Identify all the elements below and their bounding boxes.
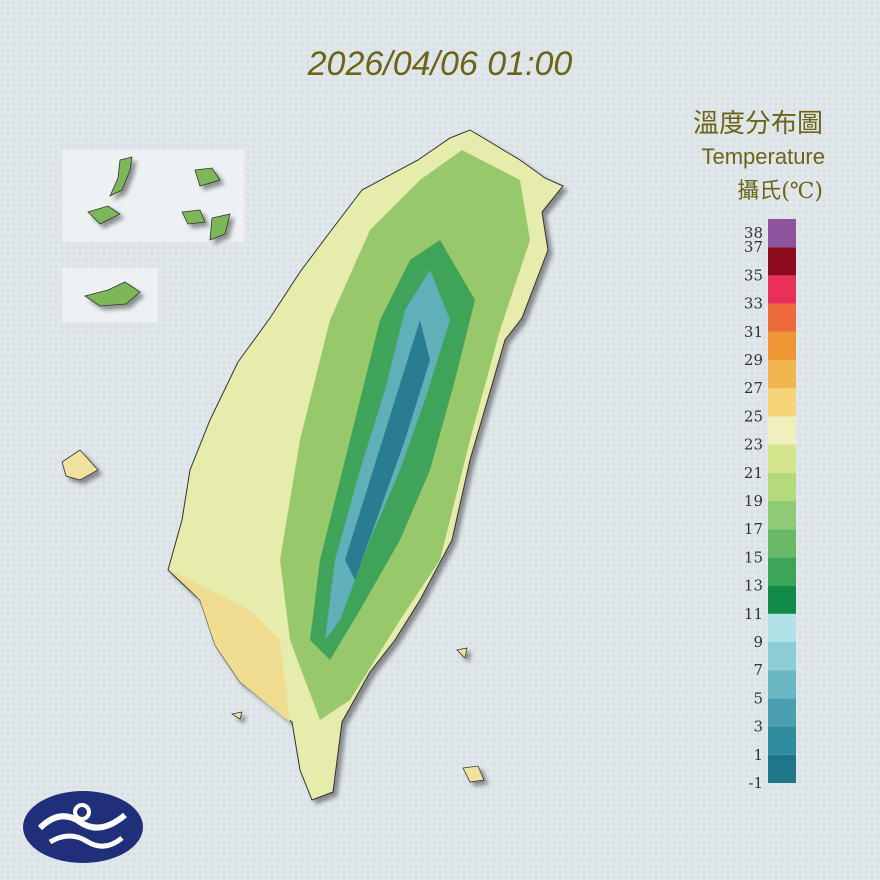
color-band xyxy=(768,642,796,671)
legend-subtitle: Temperature xyxy=(701,144,825,169)
tick-label: 23 xyxy=(744,436,763,454)
tick-label: 5 xyxy=(753,689,763,707)
color-band xyxy=(768,388,796,417)
tick-label: 19 xyxy=(744,492,763,510)
tick-label: 13 xyxy=(744,577,763,595)
color-band xyxy=(768,585,796,614)
legend-title: 溫度分布圖 xyxy=(693,109,823,139)
color-band xyxy=(768,331,796,360)
color-band xyxy=(768,275,796,304)
color-band xyxy=(768,754,796,783)
islands xyxy=(61,156,485,783)
tick-label: 7 xyxy=(753,661,763,679)
tick-label: 35 xyxy=(744,266,763,284)
tick-label: 27 xyxy=(744,379,763,397)
tick-label: 38 xyxy=(744,224,763,242)
color-band xyxy=(768,501,796,530)
tick-label: 31 xyxy=(744,323,763,341)
color-band xyxy=(768,726,796,755)
tick-label: 11 xyxy=(744,605,763,623)
color-band xyxy=(768,360,796,389)
tick-label: 33 xyxy=(744,295,763,313)
color-band xyxy=(768,416,796,445)
color-band xyxy=(768,557,796,586)
logo xyxy=(23,791,143,863)
tick-label: 15 xyxy=(744,548,763,566)
tick-label: 3 xyxy=(753,718,763,736)
tick-label: 21 xyxy=(744,464,763,482)
color-band xyxy=(768,247,796,276)
tick-label: 29 xyxy=(744,351,763,369)
tick-label: 17 xyxy=(744,520,763,538)
color-band xyxy=(768,472,796,501)
legend-unit: 攝氏(℃) xyxy=(737,179,823,204)
color-band xyxy=(768,303,796,332)
tick-label: -1 xyxy=(748,774,763,792)
color-band xyxy=(768,444,796,473)
tick-label: 25 xyxy=(744,407,763,425)
tick-label: 1 xyxy=(753,746,763,764)
color-band xyxy=(768,670,796,699)
timestamp: 2026/04/06 01:00 xyxy=(307,45,573,83)
color-band xyxy=(768,529,796,558)
color-band xyxy=(768,219,796,248)
color-band xyxy=(768,698,796,727)
color-band xyxy=(768,613,796,642)
tick-label: 37 xyxy=(744,238,763,256)
taiwan xyxy=(167,129,564,801)
tick-label: 9 xyxy=(753,633,763,651)
